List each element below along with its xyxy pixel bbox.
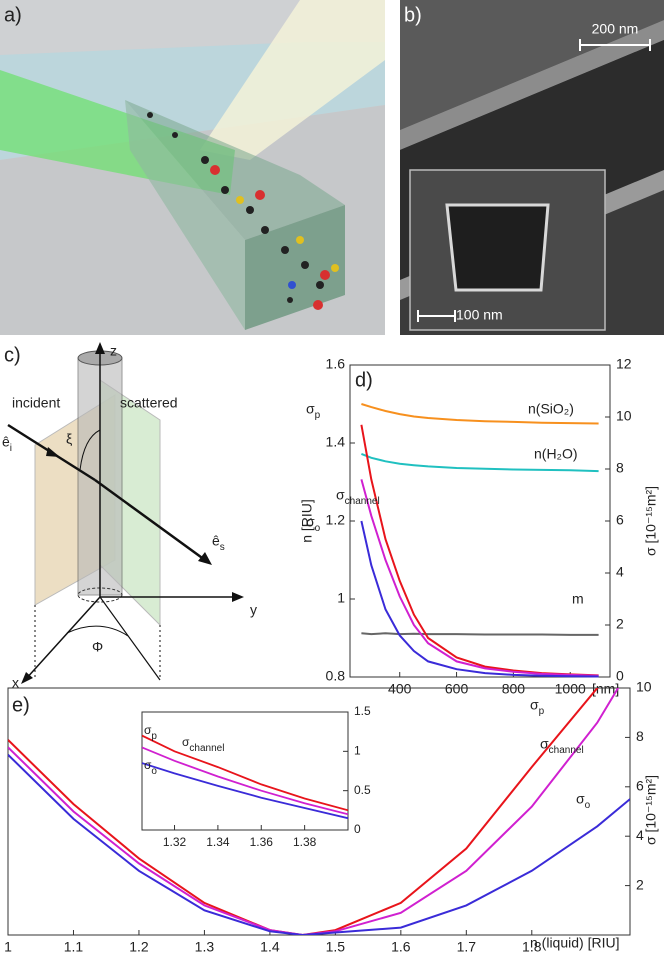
- series-line: [361, 403, 599, 425]
- y-tick-label: 1.2: [326, 512, 346, 528]
- panel-a-render: [0, 0, 385, 335]
- x-tick-label: 1.2: [129, 939, 149, 955]
- series-label: n(H₂O): [534, 446, 578, 462]
- y2-tick-label: 1.5: [354, 704, 371, 718]
- y2-tick-label: 0: [354, 822, 361, 836]
- y2-tick-label: 8: [636, 728, 644, 744]
- series-line: [142, 762, 348, 820]
- y2-tick-label: 0: [616, 668, 624, 684]
- x-tick-label: 1.7: [457, 939, 477, 955]
- inset-frame: [141, 711, 349, 831]
- x-tick-label: 1.34: [206, 835, 230, 849]
- plane-label: scattered: [120, 395, 178, 411]
- panel-c-diagram: [7, 342, 244, 684]
- y2-tick-label: 10: [636, 679, 652, 695]
- series-line: [360, 479, 599, 677]
- series-line: [360, 520, 599, 678]
- panel-label: c): [4, 344, 21, 366]
- scale-bar-label: 100 nm: [456, 307, 503, 323]
- y2-tick-label: 6: [636, 778, 644, 794]
- series-line: [361, 632, 599, 636]
- x-tick-label: 400: [388, 681, 412, 697]
- y2-tick-label: 1: [354, 744, 361, 758]
- axis-name: z: [110, 343, 117, 359]
- y2-axis-label: σ [10⁻¹⁵m²]: [643, 486, 659, 556]
- panel-b-sem: [400, 0, 664, 335]
- x-tick-label: 800: [502, 681, 526, 697]
- scale-bar-label: 200 nm: [592, 21, 639, 37]
- vector-label: êi: [2, 434, 12, 454]
- series-line: [142, 746, 348, 816]
- series-line: [361, 452, 599, 473]
- y2-tick-label: 2: [616, 616, 624, 632]
- series-label: σo: [576, 791, 591, 811]
- y2-axis-label: σ [10⁻¹⁵m²]: [643, 775, 659, 845]
- plot-area: [142, 734, 348, 820]
- y2-tick-label: 6: [616, 512, 624, 528]
- panel-label: d): [355, 369, 373, 391]
- series-label: σchannel: [540, 736, 584, 756]
- series-line: [142, 734, 348, 812]
- x-tick-label: 1.8: [522, 939, 542, 955]
- angle-label: ξ: [66, 431, 72, 447]
- plot-area: [8, 688, 630, 935]
- panel-label: e): [12, 694, 30, 716]
- x-tick-label: 600: [445, 681, 469, 697]
- x-axis-label: n (liquid) [RIU]: [530, 935, 619, 951]
- plot-frame: [141, 711, 349, 831]
- panel-label: a): [4, 4, 22, 26]
- y-tick-label: 0.8: [326, 668, 346, 684]
- y-tick-label: 1.4: [326, 434, 346, 450]
- x-tick-label: 1.4: [260, 939, 280, 955]
- y2-tick-label: 12: [616, 356, 632, 372]
- x-tick-label: 1.1: [64, 939, 84, 955]
- x-tick-label: 1: [4, 939, 12, 955]
- y2-tick-label: 8: [616, 460, 624, 476]
- series-line: [8, 753, 630, 935]
- x-tick-label: 1.36: [250, 835, 274, 849]
- series-label: m: [572, 591, 584, 607]
- angle-label: Φ: [92, 639, 103, 655]
- y2-tick-label: 2: [636, 876, 644, 892]
- plot-frame: [7, 687, 631, 936]
- x-tick-label: 1000: [555, 681, 586, 697]
- y2-tick-label: 4: [616, 564, 624, 580]
- y-axis-label: n [RIU]: [299, 499, 315, 543]
- x-tick-label: 1.5: [326, 939, 346, 955]
- axis-name: y: [250, 602, 257, 618]
- x-unit: [nm]: [592, 681, 619, 697]
- plane-label: incident: [12, 395, 60, 411]
- series-label: σp: [530, 697, 545, 717]
- x-tick-label: 1.3: [195, 939, 215, 955]
- y2-tick-label: 10: [616, 408, 632, 424]
- vector-label: ês: [212, 533, 225, 553]
- x-tick-label: 1.6: [391, 939, 411, 955]
- series-label: n(SiO₂): [528, 401, 574, 417]
- panel-label: b): [404, 4, 422, 26]
- axis-name: x: [12, 675, 19, 691]
- x-tick-label: 1.38: [293, 835, 317, 849]
- series-label: σp: [306, 401, 321, 421]
- y2-tick-label: 0.5: [354, 783, 371, 797]
- x-tick-label: 1.32: [163, 835, 187, 849]
- y2-tick-label: 4: [636, 827, 644, 843]
- y-tick-label: 1.6: [326, 356, 346, 372]
- y-tick-label: 1: [337, 590, 345, 606]
